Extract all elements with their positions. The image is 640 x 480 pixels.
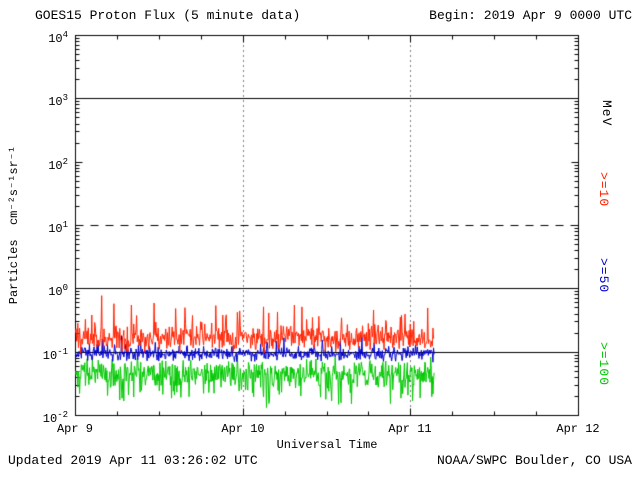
x-tick-label: Apr 9 [56,422,93,436]
source-attribution: NOAA/SWPC Boulder, CO USA [436,453,632,468]
y-tick-label: 10-1 [24,344,68,363]
updated-timestamp: Updated 2019 Apr 11 03:26:02 UTC [8,453,258,468]
x-tick-label: Apr 12 [556,422,600,436]
y-tick-base: 10 [48,159,63,173]
y-tick-exp: 1 [62,220,68,230]
y-tick-base: 10 [48,95,63,109]
y-tick-base: 10 [48,285,63,299]
y-tick-label: 10-2 [24,407,68,426]
begin-timestamp: Begin: 2019 Apr 9 0000 UTC [429,8,632,23]
y-tick-label: 100 [24,280,68,299]
y-tick-label: 102 [24,154,68,173]
legend-ge100-label: >=100 [596,342,611,387]
y-tick-label: 101 [24,217,68,236]
y-tick-exp: 0 [62,283,68,293]
y-tick-exp: 3 [62,93,68,103]
legend-ge50-label: >=50 [596,258,611,294]
y-tick-exp: 4 [62,30,68,40]
y-axis-label: Particles cm⁻²s⁻¹sr⁻¹ [7,145,21,305]
legend-ge10-label: >=10 [596,172,611,208]
x-axis-label: Universal Time [276,438,378,452]
y-tick-base: 10 [42,349,58,363]
x-tick-label: Apr 10 [221,422,265,436]
chart-title: GOES15 Proton Flux (5 minute data) [35,8,301,23]
x-tick-label: Apr 11 [388,422,432,436]
right-axis-unit-label: MeV [599,100,614,127]
y-tick-exp: -1 [57,347,68,357]
y-tick-base: 10 [42,412,58,426]
y-tick-base: 10 [48,32,63,46]
y-tick-label: 104 [24,27,68,46]
y-tick-exp: 2 [62,157,68,167]
y-tick-label: 103 [24,90,68,109]
y-tick-base: 10 [48,222,63,236]
y-tick-exp: -2 [57,410,68,420]
